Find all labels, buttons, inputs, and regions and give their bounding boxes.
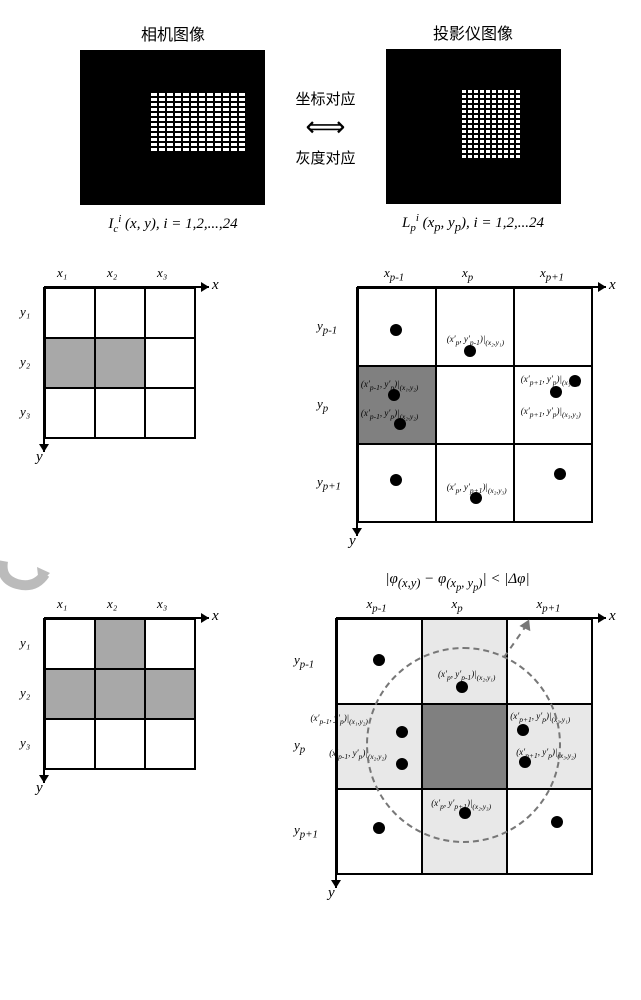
projector-formula: Lpi (xp, yp), i = 1,2,...24	[402, 212, 544, 235]
camera-image-block: 相机图像 Ici (x, y), i = 1,2,...,24	[80, 21, 265, 235]
small-grid-C: x₁x₂x₃y₁y₂y₃xy	[20, 596, 224, 798]
camera-image	[80, 50, 265, 205]
camera-label: 相机图像	[141, 21, 205, 45]
middle-panel: x₁x₂x₃y₁y₂y₃xy xp-1xpxp+1yp-1ypyp+1xy(x′…	[20, 265, 621, 551]
gray-corr-label: 灰度对应	[295, 147, 355, 168]
big-grid-D: xp-1xpxp+1yp-1ypyp+1xy(x′p, y′p-1)|(x₂,y…	[294, 596, 621, 903]
projector-label: 投影仪图像	[433, 20, 513, 44]
phi-formula: |φ(x,y) − φ(xp, yp)| < |Δφ|	[294, 571, 621, 594]
swirl-arrow-icon	[0, 549, 55, 594]
camera-formula: Ici (x, y), i = 1,2,...,24	[108, 213, 237, 235]
correspondence-arrows: 坐标对应 ⟺ 灰度对应	[295, 88, 355, 168]
small-grid-A: x₁x₂x₃y₁y₂y₃xy	[20, 265, 224, 467]
double-arrow-icon: ⟺	[305, 114, 345, 142]
big-grid-B: xp-1xpxp+1yp-1ypyp+1xy(x′p, y′p-1)|(x₂,y…	[317, 265, 621, 551]
top-image-row: 相机图像 Ici (x, y), i = 1,2,...,24 坐标对应 ⟺ 灰…	[20, 20, 621, 235]
projector-image	[386, 49, 561, 204]
bottom-panel: x₁x₂x₃y₁y₂y₃xy |φ(x,y) − φ(xp, yp)| < |Δ…	[20, 571, 621, 903]
bottom-right-block: |φ(x,y) − φ(xp, yp)| < |Δφ| xp-1xpxp+1yp…	[294, 571, 621, 903]
bottom-left-block: x₁x₂x₃y₁y₂y₃xy	[20, 571, 224, 798]
coord-corr-label: 坐标对应	[295, 88, 355, 109]
projector-image-block: 投影仪图像 Lpi (xp, yp), i = 1,2,...24	[386, 20, 561, 235]
